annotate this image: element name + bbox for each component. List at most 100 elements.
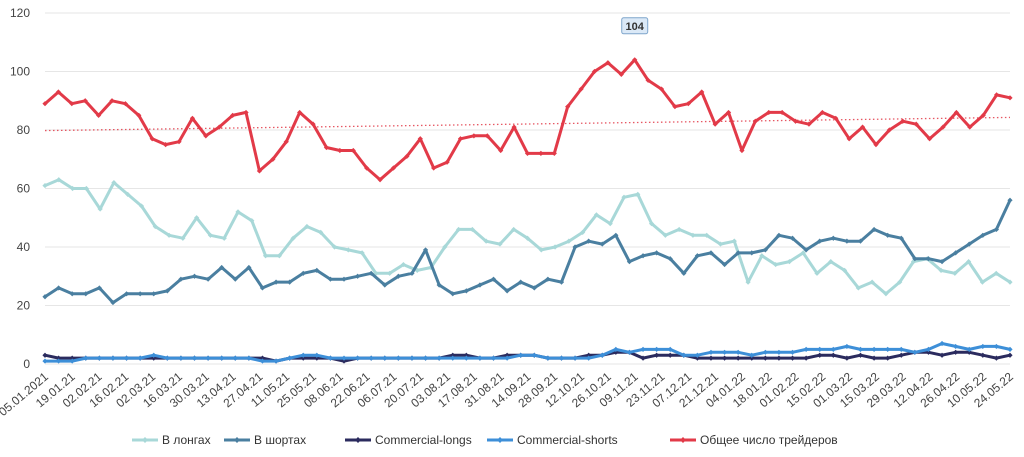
- data-point: [290, 235, 296, 241]
- data-point: [42, 101, 48, 107]
- legend-swatch-marker: [680, 437, 686, 443]
- data-point: [164, 288, 170, 294]
- data-point: [735, 250, 741, 256]
- data-point: [327, 276, 334, 282]
- trendline: [44, 116, 1011, 132]
- data-point: [654, 346, 660, 352]
- data-point: [739, 147, 745, 154]
- data-point: [318, 229, 324, 235]
- data-point: [314, 352, 320, 358]
- data-point: [359, 250, 365, 256]
- data-point: [593, 212, 600, 218]
- data-point: [273, 279, 279, 285]
- data-point: [681, 270, 687, 276]
- data-point: [232, 355, 238, 361]
- data-point: [844, 343, 850, 350]
- data-point: [137, 291, 143, 297]
- series-group: [42, 57, 1013, 364]
- data-point: [137, 355, 143, 361]
- data-point: [830, 346, 836, 352]
- data-point: [368, 355, 374, 361]
- data-point: [897, 279, 903, 285]
- data-point: [457, 136, 464, 142]
- data-point: [259, 358, 266, 364]
- data-point: [759, 253, 765, 259]
- data-point: [96, 112, 102, 118]
- data-point: [599, 352, 605, 358]
- data-point: [1007, 352, 1013, 358]
- data-point: [259, 285, 266, 291]
- data-point: [417, 136, 423, 142]
- data-point: [966, 241, 972, 247]
- data-point: [545, 276, 551, 282]
- trendline-group: [44, 116, 1011, 132]
- data-point: [1007, 95, 1013, 101]
- data-point: [717, 241, 724, 247]
- data-point: [786, 259, 793, 265]
- data-point: [690, 232, 696, 238]
- data-point: [545, 355, 551, 361]
- data-point: [993, 92, 1000, 98]
- data-point: [762, 349, 768, 355]
- data-point: [189, 115, 196, 121]
- data-point: [552, 244, 558, 250]
- data-point: [538, 247, 544, 253]
- data-point: [191, 273, 198, 279]
- data-point: [551, 150, 557, 156]
- data-point: [913, 121, 919, 127]
- data-point: [857, 352, 864, 358]
- data-point: [273, 358, 279, 364]
- data-point: [395, 273, 401, 279]
- data-point: [681, 352, 687, 358]
- legend-label: Общее число трейдеров: [700, 433, 838, 447]
- data-point: [123, 355, 130, 361]
- data-point: [518, 279, 524, 285]
- data-point: [626, 259, 633, 265]
- annotation-group: 104: [621, 17, 649, 35]
- data-point: [138, 203, 145, 209]
- data-point: [463, 352, 469, 358]
- data-point: [355, 273, 361, 279]
- series-line: [43, 198, 1012, 305]
- data-point: [618, 71, 624, 78]
- data-point: [110, 299, 116, 306]
- data-point: [721, 349, 728, 355]
- data-point: [194, 215, 200, 221]
- data-point: [483, 238, 489, 244]
- data-point: [382, 282, 388, 288]
- data-point: [442, 244, 448, 250]
- data-point: [898, 235, 904, 241]
- data-point: [640, 253, 646, 259]
- data-point: [953, 349, 959, 355]
- data-point: [586, 355, 592, 361]
- data-point: [345, 247, 351, 253]
- data-point: [166, 232, 172, 238]
- data-point: [176, 139, 182, 145]
- data-point: [626, 349, 633, 355]
- data-point: [1007, 346, 1013, 352]
- data-point: [111, 180, 117, 186]
- legend-swatch-marker: [234, 437, 240, 443]
- data-point: [939, 352, 945, 358]
- data-point: [912, 349, 918, 355]
- data-point: [444, 159, 450, 165]
- y-tick-label: 0: [23, 357, 30, 371]
- data-point: [151, 291, 157, 297]
- data-point: [749, 355, 755, 361]
- data-point: [504, 288, 510, 294]
- data-point: [708, 250, 714, 256]
- data-point: [993, 226, 1000, 233]
- data-point: [871, 355, 877, 361]
- data-point: [667, 346, 673, 352]
- data-point: [56, 177, 62, 183]
- data-point: [926, 136, 933, 142]
- data-point: [586, 352, 592, 358]
- data-point: [270, 156, 276, 162]
- data-point: [469, 226, 475, 233]
- data-point: [497, 241, 503, 247]
- data-point: [219, 264, 225, 271]
- y-tick-label: 100: [10, 65, 30, 79]
- data-point: [450, 352, 456, 358]
- data-point: [766, 109, 772, 116]
